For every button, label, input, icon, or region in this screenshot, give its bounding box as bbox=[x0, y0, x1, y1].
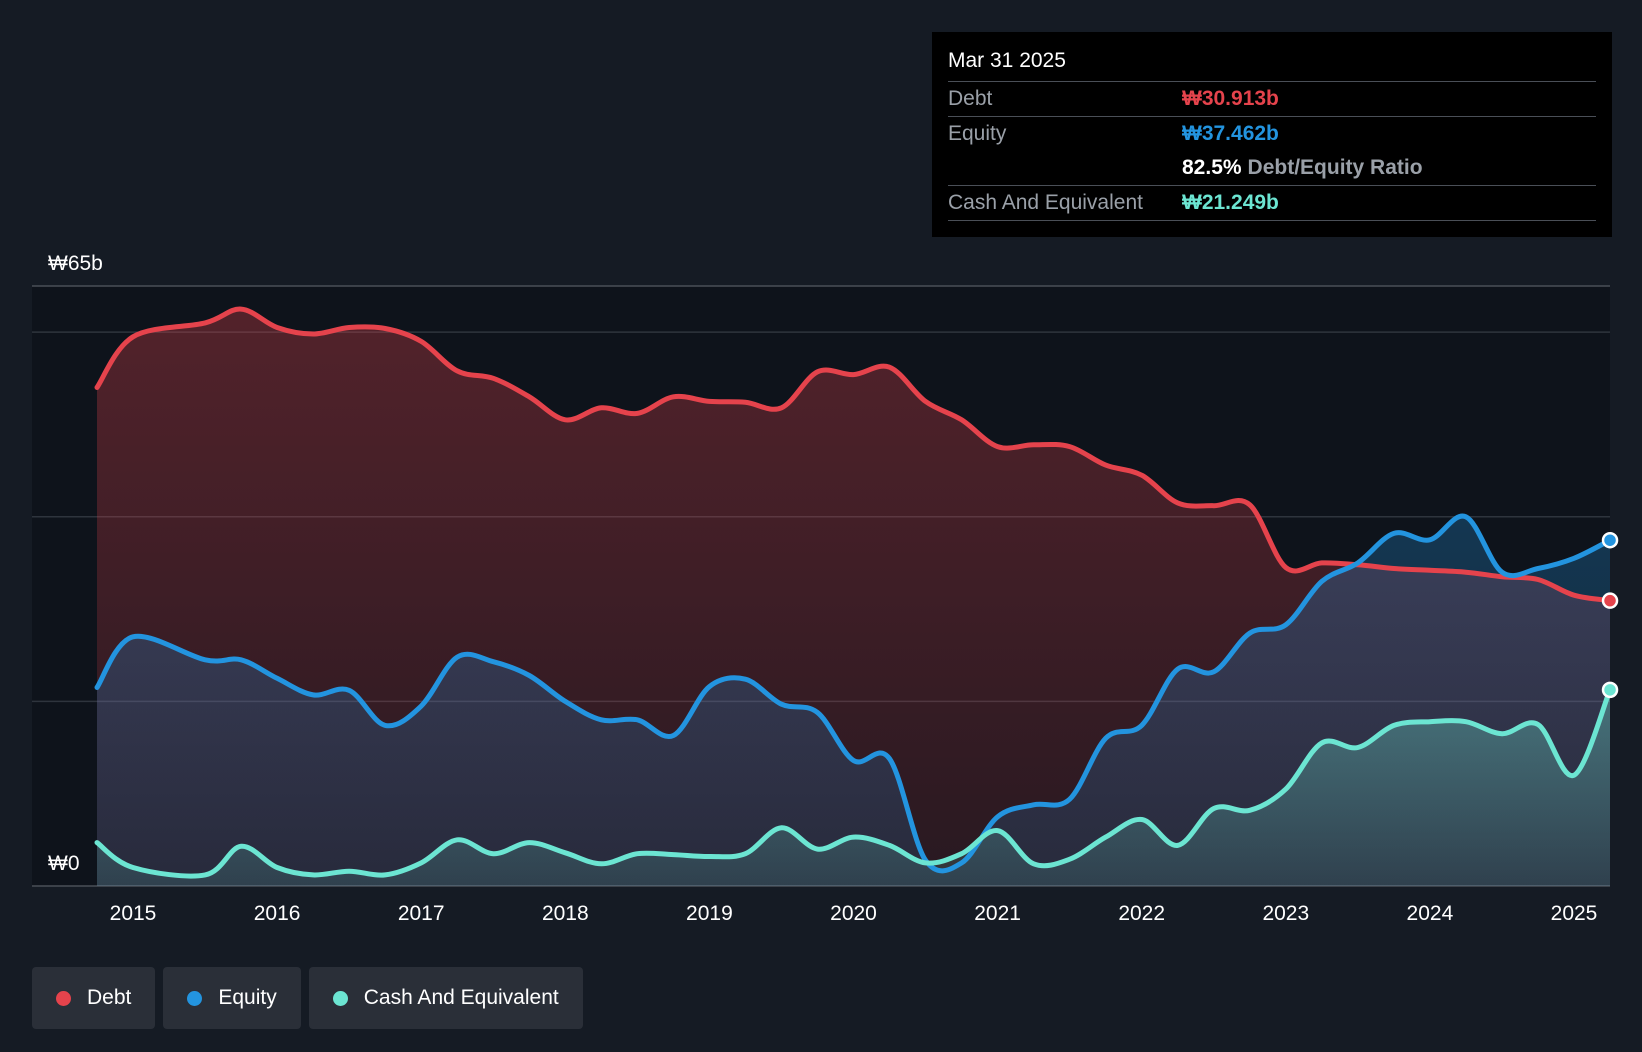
series-lines bbox=[94, 306, 1613, 879]
y-axis-bottom-label: ₩0 bbox=[48, 852, 80, 875]
tooltip-debt-value: ₩30.913b bbox=[1182, 87, 1279, 110]
legend-item-equity[interactable]: Equity bbox=[163, 967, 301, 1029]
x-tick-2022: 2022 bbox=[1118, 902, 1165, 925]
end-marker-equity bbox=[1601, 531, 1619, 549]
legend-dot-debt-icon bbox=[56, 990, 71, 1006]
tooltip-cash-row: Cash And Equivalent ₩21.249b bbox=[948, 186, 1596, 221]
legend-item-debt[interactable]: Debt bbox=[32, 967, 156, 1029]
line-cash bbox=[94, 687, 1613, 879]
tooltip-date: Mar 31 2025 bbox=[948, 46, 1596, 82]
legend-dot-cash-icon bbox=[332, 990, 348, 1006]
tooltip-debt-row: Debt ₩30.913b bbox=[948, 82, 1596, 117]
data-tooltip: Mar 31 2025 Debt ₩30.913b Equity ₩37.462… bbox=[932, 32, 1612, 237]
area-equity bbox=[97, 516, 1610, 886]
tooltip-equity-row: Equity ₩37.462b bbox=[948, 117, 1596, 151]
legend-item-cash[interactable]: Cash And Equivalent bbox=[308, 967, 583, 1029]
end-marker-cash bbox=[1601, 681, 1619, 699]
x-tick-2015: 2015 bbox=[110, 902, 157, 925]
x-tick-2023: 2023 bbox=[1262, 902, 1309, 925]
tooltip-equity-label: Equity bbox=[948, 122, 1007, 145]
line-equity bbox=[94, 513, 1613, 874]
tooltip-cash-value: ₩21.249b bbox=[1182, 191, 1279, 214]
legend-label-cash: Cash And Equivalent bbox=[363, 986, 559, 1009]
x-tick-2017: 2017 bbox=[398, 902, 445, 925]
x-tick-2025: 2025 bbox=[1551, 902, 1598, 925]
x-tick-2018: 2018 bbox=[542, 902, 589, 925]
tooltip-debt-label: Debt bbox=[948, 87, 993, 110]
x-tick-2021: 2021 bbox=[974, 902, 1021, 925]
legend-label-debt: Debt bbox=[87, 986, 132, 1009]
x-tick-2024: 2024 bbox=[1407, 902, 1454, 925]
legend-label-equity: Equity bbox=[218, 986, 277, 1009]
x-tick-2016: 2016 bbox=[254, 902, 301, 925]
x-tick-2019: 2019 bbox=[686, 902, 733, 925]
tooltip-equity-value: ₩37.462b bbox=[1182, 122, 1279, 145]
series-end-markers bbox=[1601, 531, 1619, 699]
series-areas bbox=[97, 309, 1610, 886]
chart-legend: Debt Equity Cash And Equivalent bbox=[32, 967, 583, 1029]
x-tick-2020: 2020 bbox=[830, 902, 877, 925]
x-axis-ticks: 2015 2016 2017 2018 2019 2020 2021 2022 2023 2024… bbox=[110, 902, 1598, 925]
y-axis-top-label: ₩65b bbox=[48, 252, 103, 275]
tooltip-ratio-spacer bbox=[948, 151, 1182, 185]
tooltip-cash-label: Cash And Equivalent bbox=[948, 191, 1143, 214]
tooltip-ratio-value: 82.5% bbox=[1182, 156, 1242, 179]
end-marker-debt bbox=[1601, 592, 1619, 609]
area-cash bbox=[97, 689, 1610, 886]
tooltip-ratio-row: 82.5% Debt/Equity Ratio bbox=[948, 151, 1596, 186]
legend-dot-equity-icon bbox=[187, 990, 203, 1006]
tooltip-ratio-label: Debt/Equity Ratio bbox=[1247, 156, 1423, 179]
